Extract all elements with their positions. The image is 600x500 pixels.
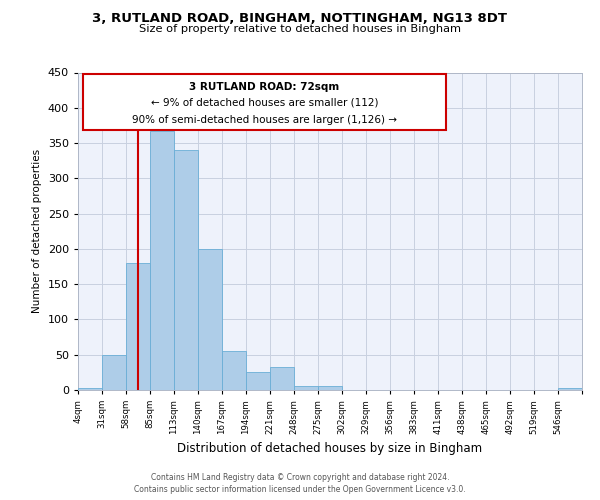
Y-axis label: Number of detached properties: Number of detached properties [32,149,42,314]
Bar [102,354,126,390]
Bar [150,131,174,390]
Bar [198,249,222,390]
Text: 90% of semi-detached houses are larger (1,126) →: 90% of semi-detached houses are larger (… [132,116,397,126]
Bar [174,150,198,390]
Bar [78,388,102,390]
Bar [246,372,270,390]
FancyBboxPatch shape [83,74,446,130]
Bar [318,386,342,390]
Bar [126,263,150,390]
Bar [222,351,246,390]
Text: Contains HM Land Registry data © Crown copyright and database right 2024.
Contai: Contains HM Land Registry data © Crown c… [134,472,466,494]
X-axis label: Distribution of detached houses by size in Bingham: Distribution of detached houses by size … [178,442,482,455]
Text: 3, RUTLAND ROAD, BINGHAM, NOTTINGHAM, NG13 8DT: 3, RUTLAND ROAD, BINGHAM, NOTTINGHAM, NG… [92,12,508,26]
Bar [294,386,318,390]
Bar [558,388,582,390]
Text: 3 RUTLAND ROAD: 72sqm: 3 RUTLAND ROAD: 72sqm [190,82,340,92]
Text: Size of property relative to detached houses in Bingham: Size of property relative to detached ho… [139,24,461,34]
Text: ← 9% of detached houses are smaller (112): ← 9% of detached houses are smaller (112… [151,98,378,108]
Bar [270,366,294,390]
